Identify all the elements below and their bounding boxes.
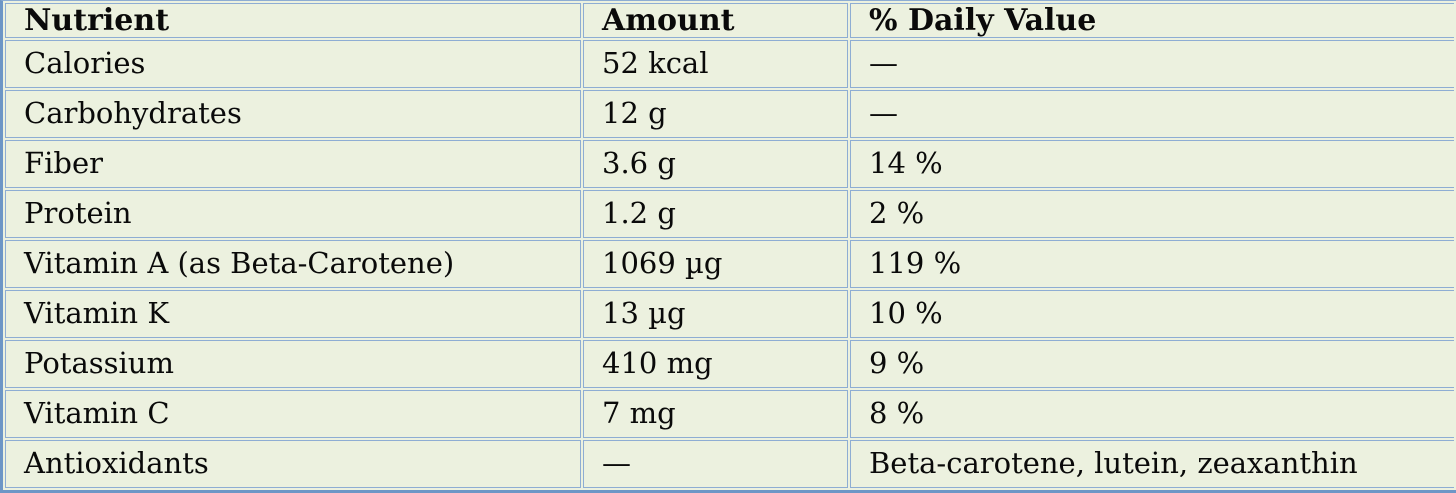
cell-daily_value: 9 % [850,340,1454,388]
cell-nutrient: Vitamin K [5,290,581,338]
table-row: Calories 52 kcal — [5,40,1454,88]
cell-amount: 3.6 g [583,140,848,188]
cell-nutrient: Carbohydrates [5,90,581,138]
cell-nutrient: Protein [5,190,581,238]
cell-nutrient: Vitamin C [5,390,581,438]
column-header-daily-value: % Daily Value [850,3,1454,38]
cell-daily_value: Beta-carotene, lutein, zeaxanthin [850,440,1454,488]
table-row: Vitamin A (as Beta-Carotene) 1069 µg 119 % [5,240,1454,288]
cell-daily_value: 10 % [850,290,1454,338]
table-row: Antioxidants — Beta-carotene, lutein, zeax… [5,440,1454,488]
cell-amount: — [583,440,848,488]
cell-amount: 52 kcal [583,40,848,88]
column-header-nutrient: Nutrient [5,3,581,38]
cell-daily_value: 2 % [850,190,1454,238]
cell-daily_value: 14 % [850,140,1454,188]
cell-daily_value: 119 % [850,240,1454,288]
cell-amount: 13 µg [583,290,848,338]
cell-nutrient: Fiber [5,140,581,188]
cell-amount: 12 g [583,90,848,138]
header-row: Nutrient Amount % Daily Value [5,3,1454,38]
cell-nutrient: Potassium [5,340,581,388]
cell-nutrient: Vitamin A (as Beta-Carotene) [5,240,581,288]
table-row: Potassium 410 mg 9 % [5,340,1454,388]
cell-nutrient: Antioxidants [5,440,581,488]
table-body: Calories 52 kcal — Carbohydrates 12 g — Fiber 3… [5,40,1454,488]
cell-amount: 1069 µg [583,240,848,288]
table-row: Vitamin K 13 µg 10 % [5,290,1454,338]
cell-daily_value: — [850,40,1454,88]
cell-amount: 7 mg [583,390,848,438]
cell-daily_value: 8 % [850,390,1454,438]
cell-nutrient: Calories [5,40,581,88]
cell-daily_value: — [850,90,1454,138]
table-row: Fiber 3.6 g 14 % [5,140,1454,188]
cell-amount: 1.2 g [583,190,848,238]
column-header-amount: Amount [583,3,848,38]
table-row: Carbohydrates 12 g — [5,90,1454,138]
cell-amount: 410 mg [583,340,848,388]
